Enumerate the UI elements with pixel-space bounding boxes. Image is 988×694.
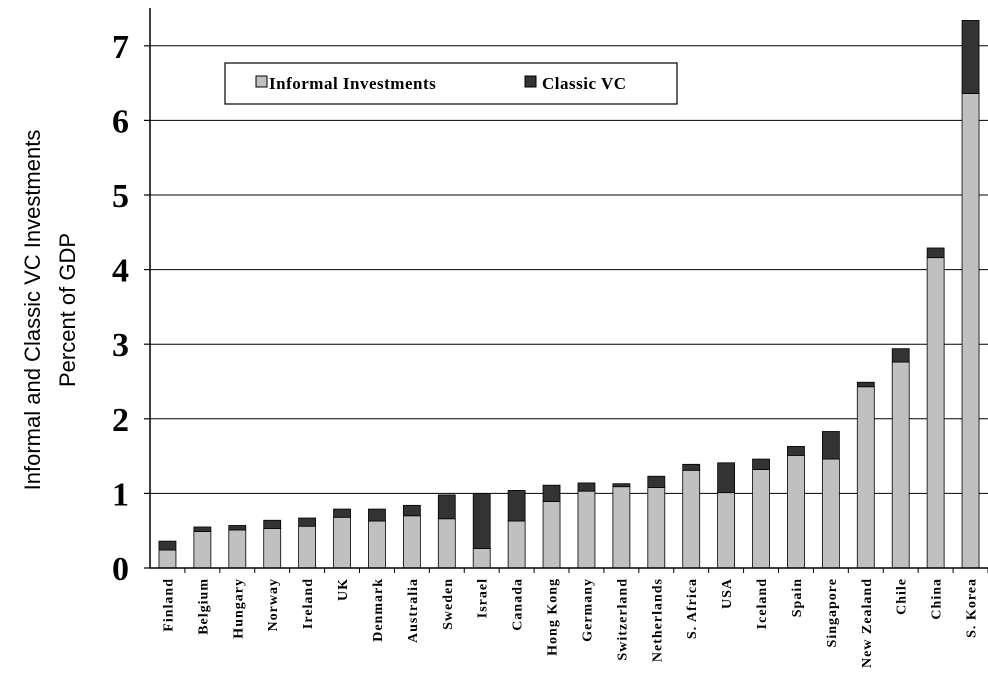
y-axis-label-line-1: Informal and Classic VC Investments [20, 130, 45, 491]
bar-classic-vc [333, 508, 351, 518]
bar-informal [961, 93, 980, 569]
bars [158, 20, 980, 569]
bar-classic-vc [542, 484, 561, 503]
axes [144, 8, 988, 573]
bar-classic-vc [891, 348, 910, 363]
bar-informal [891, 361, 910, 569]
bar-informal [298, 525, 317, 569]
x-tick-label: Australia [406, 578, 421, 643]
bar-classic-vc [472, 492, 491, 550]
bar-classic-vc [158, 540, 177, 551]
y-tick-label: 4 [112, 253, 129, 290]
y-tick-label: 5 [112, 178, 129, 215]
bar-classic-vc [577, 482, 596, 492]
bar-classic-vc [647, 475, 666, 488]
bar-classic-vc [752, 458, 770, 470]
y-tick-label: 1 [112, 476, 129, 513]
gridlines [150, 45, 988, 494]
x-tick-label: UK [336, 578, 351, 601]
legend-swatch-informal [255, 75, 268, 88]
x-tick-label: S. Korea [965, 578, 980, 638]
y-axis-label-line-2: Percent of GDP [55, 233, 80, 387]
y-tick-label: 7 [112, 29, 129, 66]
bar-informal [158, 549, 177, 569]
bar-informal [263, 528, 282, 569]
x-tick-label: Hungary [231, 578, 246, 639]
x-tick-label: Israel [476, 578, 491, 618]
y-tick-label: 6 [112, 103, 129, 140]
x-tick-label: Canada [511, 578, 526, 631]
legend: Informal Investments Classic VC [224, 62, 678, 105]
bar-classic-vc [507, 490, 526, 522]
y-tick-label: 2 [112, 402, 129, 439]
x-tick-labels: Finland Belgium Hungary Norway Ireland UK Denm… [161, 578, 979, 668]
bar-classic-vc [402, 504, 421, 517]
bar-informal [542, 501, 561, 569]
bar-classic-vc [787, 446, 805, 456]
x-tick-label: Hong Kong [546, 578, 561, 656]
x-tick-label: Singapore [825, 578, 840, 647]
y-axis-label: Informal and Classic VC Investments Perc… [20, 130, 80, 491]
legend-label-informal: Informal Investments [269, 74, 436, 93]
x-tick-label: Switzerland [615, 578, 630, 661]
x-tick-label: Ireland [301, 578, 316, 629]
x-tick-label: Belgium [196, 578, 211, 635]
legend-label-classic-vc: Classic VC [542, 74, 627, 93]
x-tick-label: Norway [266, 578, 281, 631]
bar-informal [472, 548, 491, 569]
y-tick-labels: 0 1 2 3 4 5 6 7 [112, 29, 129, 588]
y-tick-label: 0 [112, 551, 129, 588]
bar-classic-vc [437, 494, 456, 520]
bar-informal [717, 492, 736, 569]
bar-classic-vc [263, 519, 282, 529]
x-tick-label: China [930, 578, 945, 620]
x-tick-label: Finland [161, 578, 176, 632]
legend-swatch-classic-vc [524, 75, 537, 88]
bar-informal [333, 516, 351, 569]
bar-classic-vc [856, 381, 875, 388]
bar-informal [752, 469, 770, 569]
bar-informal [193, 531, 212, 569]
x-tick-label: Netherlands [650, 578, 665, 662]
x-tick-label: Denmark [371, 578, 386, 642]
bar-classic-vc [298, 517, 317, 527]
bar-informal [368, 520, 386, 569]
bar-classic-vc [228, 525, 247, 531]
bar-informal [821, 458, 840, 569]
bar-informal [507, 520, 526, 569]
bar-informal [437, 518, 456, 569]
legend-box [224, 62, 678, 105]
x-tick-label: Chile [895, 578, 910, 615]
bar-classic-vc [717, 462, 736, 494]
bar-informal [926, 257, 945, 569]
x-tick-label: New Zealand [860, 578, 875, 668]
bar-classic-vc [368, 508, 386, 522]
y-tick-label: 3 [112, 327, 129, 364]
bar-informal [682, 469, 701, 569]
bar-classic-vc [612, 483, 631, 488]
bar-classic-vc [926, 247, 945, 259]
bar-informal [856, 386, 875, 569]
bar-informal [647, 487, 666, 569]
bar-informal [577, 490, 596, 569]
x-tick-label: Germany [580, 578, 595, 642]
x-tick-label: Iceland [755, 578, 770, 629]
bar-informal [612, 486, 631, 569]
bar-classic-vc [193, 526, 212, 532]
x-tick-label: Spain [790, 578, 805, 617]
bar-informal [402, 515, 421, 569]
bar-informal [787, 454, 805, 569]
bar-classic-vc [821, 431, 840, 460]
x-tick-label: Sweden [441, 578, 456, 630]
bar-classic-vc [682, 463, 701, 471]
x-tick-label: S. Africa [685, 578, 700, 639]
bar-informal [228, 529, 247, 569]
bar-classic-vc [961, 20, 980, 94]
x-tick-label: USA [720, 578, 735, 609]
